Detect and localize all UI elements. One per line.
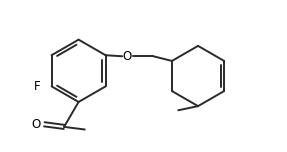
- Text: O: O: [123, 50, 132, 63]
- Text: F: F: [34, 80, 40, 93]
- Text: O: O: [31, 118, 40, 131]
